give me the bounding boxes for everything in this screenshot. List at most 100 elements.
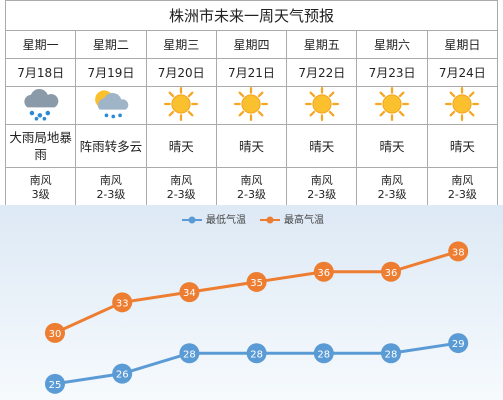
legend-label: 最高气温	[284, 213, 324, 226]
data-label: 36	[317, 268, 330, 279]
weather-icon	[88, 87, 134, 121]
weather-text: 晴天	[238, 138, 264, 154]
date-text: 7月24日	[438, 66, 486, 80]
weather-text: 阵雨转多云	[79, 138, 143, 154]
wind-row: 南风 3级 南风 2-3级 南风 2-3级 南风 2-3级 南风 2-3级 南风 2-3级 南风 2-3级	[4, 167, 499, 209]
weekday-text: 星期四	[233, 38, 270, 52]
wind-text: 南风	[310, 174, 333, 187]
data-point	[45, 373, 65, 394]
data-point	[246, 271, 267, 292]
wind-text: 南风	[240, 174, 263, 187]
forecast-table: 星期一 星期二 星期三 星期四 星期五 星期六 星期日 7月18日 7月19日 7月20日 7月2…	[4, 30, 499, 209]
date-text: 7月18日	[17, 66, 65, 80]
date-text: 7月21日	[228, 66, 275, 80]
weather-row: 大雨局地暴雨 阵雨转多云 晴天 晴天 晴天 晴天 晴天	[4, 124, 499, 168]
weekday-text: 星期日	[444, 38, 481, 52]
data-label: 28	[385, 349, 398, 360]
wind: 南风 2-3级	[426, 167, 499, 209]
weather: 大雨局地暴雨	[4, 124, 77, 168]
weekday-text: 星期一	[22, 38, 59, 52]
data-label: 35	[250, 278, 263, 289]
wind: 南风 2-3级	[356, 167, 428, 209]
weather-icon	[228, 87, 274, 121]
weekday: 星期六	[356, 30, 428, 59]
weather-text: 晴天	[379, 138, 405, 154]
weather-icon	[439, 87, 485, 121]
weather-text: 晴天	[449, 138, 475, 154]
wind-text: 2-3级	[377, 188, 407, 201]
legend-marker	[188, 216, 196, 224]
date: 7月24日	[426, 58, 499, 87]
data-label: 34	[183, 288, 196, 299]
data-point	[112, 292, 133, 313]
data-label: 36	[385, 268, 398, 279]
wind-text: 2-3级	[166, 188, 196, 201]
data-label: 28	[250, 349, 263, 360]
weekday: 星期五	[286, 30, 358, 59]
icon-cell	[145, 86, 217, 125]
weather-text: 晴天	[309, 138, 335, 154]
wind-text: 3级	[31, 188, 50, 201]
weekday: 星期一	[4, 30, 77, 59]
icon-cell	[426, 86, 499, 125]
wind-text: 南风	[381, 174, 404, 187]
weekday-text: 星期六	[374, 38, 411, 52]
date-row: 7月18日 7月19日 7月20日 7月21日 7月22日 7月23日 7月24日	[4, 58, 499, 87]
data-label: 38	[452, 247, 465, 258]
data-point	[246, 343, 267, 364]
date-text: 7月19日	[87, 66, 135, 80]
date-text: 7月20日	[157, 66, 205, 80]
date: 7月21日	[215, 58, 288, 87]
data-point	[313, 343, 334, 364]
wind: 南风 2-3级	[215, 167, 288, 209]
data-point	[381, 261, 401, 282]
weekday: 星期二	[75, 30, 147, 59]
data-point	[313, 261, 334, 282]
date: 7月20日	[145, 58, 217, 87]
data-label: 28	[183, 349, 196, 360]
date-text: 7月22日	[298, 66, 346, 80]
icon-cell	[356, 86, 428, 125]
icon-row	[4, 86, 499, 125]
weather-icon	[18, 87, 64, 121]
weather: 晴天	[356, 124, 428, 168]
icon-cell	[75, 86, 147, 125]
wind-text: 2-3级	[96, 188, 126, 201]
data-point	[448, 241, 469, 262]
weather-text: 晴天	[168, 138, 194, 154]
wind: 南风 2-3级	[75, 167, 147, 209]
wind-text: 2-3级	[447, 188, 477, 201]
chart: 最低气温 最高气温 25 26 28 28 28 28 29 30 33 34 35 36 36 38	[0, 205, 503, 400]
weather-icon	[158, 87, 204, 121]
data-label: 28	[317, 349, 330, 360]
title: 株洲市未来一周天气预报	[5, 0, 498, 30]
wind-text: 南风	[29, 174, 52, 187]
data-point	[112, 363, 133, 384]
weather: 晴天	[145, 124, 217, 168]
weather: 晴天	[426, 124, 499, 168]
data-label: 33	[116, 298, 129, 309]
wind-text: 南风	[99, 174, 122, 187]
weekday-row: 星期一 星期二 星期三 星期四 星期五 星期六 星期日	[4, 30, 499, 59]
date: 7月18日	[4, 58, 77, 87]
wind: 南风 2-3级	[145, 167, 217, 209]
data-point	[381, 343, 401, 364]
icon-cell	[215, 86, 288, 125]
weather-icon	[299, 87, 345, 121]
weather-icon	[369, 87, 415, 121]
date: 7月22日	[286, 58, 358, 87]
date-text: 7月23日	[368, 66, 416, 80]
wind-text: 2-3级	[237, 188, 266, 201]
data-label: 30	[49, 329, 62, 340]
wind-text: 南风	[170, 174, 193, 187]
weather-text: 大雨局地暴雨	[9, 130, 72, 162]
data-point	[179, 282, 200, 303]
weekday-text: 星期五	[303, 38, 340, 52]
data-point	[448, 333, 469, 354]
weather: 晴天	[215, 124, 288, 168]
weather: 晴天	[286, 124, 358, 168]
weather: 阵雨转多云	[75, 124, 147, 168]
chart-background	[0, 205, 503, 400]
data-label: 29	[452, 339, 465, 350]
